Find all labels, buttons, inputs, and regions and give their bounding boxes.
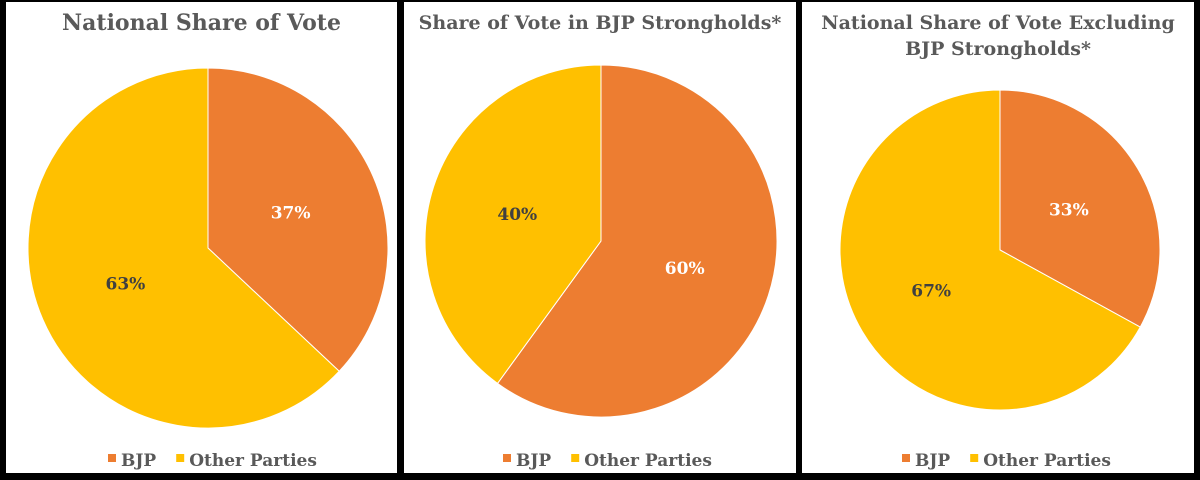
chart-title: National Share of Vote bbox=[62, 10, 341, 36]
legend-swatch bbox=[176, 454, 185, 462]
legend-swatch bbox=[970, 454, 979, 462]
legend-swatch bbox=[571, 454, 580, 462]
data-label: 67% bbox=[911, 282, 951, 302]
pie-chart-panel-3: National Share of Vote Excluding BJP Stro… bbox=[802, 2, 1194, 473]
legend-swatch bbox=[902, 454, 910, 462]
legend-swatch bbox=[503, 454, 511, 462]
pie-chart-panel-1: National Share of Vote 37% 63% BJP Other Par… bbox=[6, 2, 397, 473]
pie-slice-bjp bbox=[496, 64, 778, 418]
legend-label: BJP bbox=[516, 451, 551, 471]
data-label: 40% bbox=[497, 205, 537, 225]
pie-slice-bjp bbox=[207, 67, 389, 372]
pie-slice-other-parties bbox=[424, 64, 602, 385]
pie-slice-bjp bbox=[999, 89, 1161, 328]
data-label: 37% bbox=[271, 203, 311, 223]
data-label: 33% bbox=[1049, 200, 1089, 220]
legend-label: BJP bbox=[915, 451, 950, 471]
legend-swatch bbox=[108, 454, 116, 462]
pie-slice-other-parties bbox=[27, 67, 340, 429]
legend-label: Other Parties bbox=[584, 451, 712, 471]
chart-title: National Share of Vote Excluding bbox=[821, 12, 1175, 34]
pie-chart-panel-2: Share of Vote in BJP Strongholds* 60% 40% B… bbox=[404, 2, 796, 473]
legend-label: Other Parties bbox=[983, 451, 1111, 471]
data-label: 60% bbox=[665, 259, 705, 279]
legend-label: Other Parties bbox=[189, 451, 317, 471]
data-label: 63% bbox=[105, 275, 145, 295]
legend-label: BJP bbox=[121, 451, 156, 471]
chart-title: Share of Vote in BJP Strongholds* bbox=[419, 12, 782, 34]
chart-title: BJP Strongholds* bbox=[905, 38, 1091, 60]
pie-slice-other-parties bbox=[839, 89, 1141, 411]
